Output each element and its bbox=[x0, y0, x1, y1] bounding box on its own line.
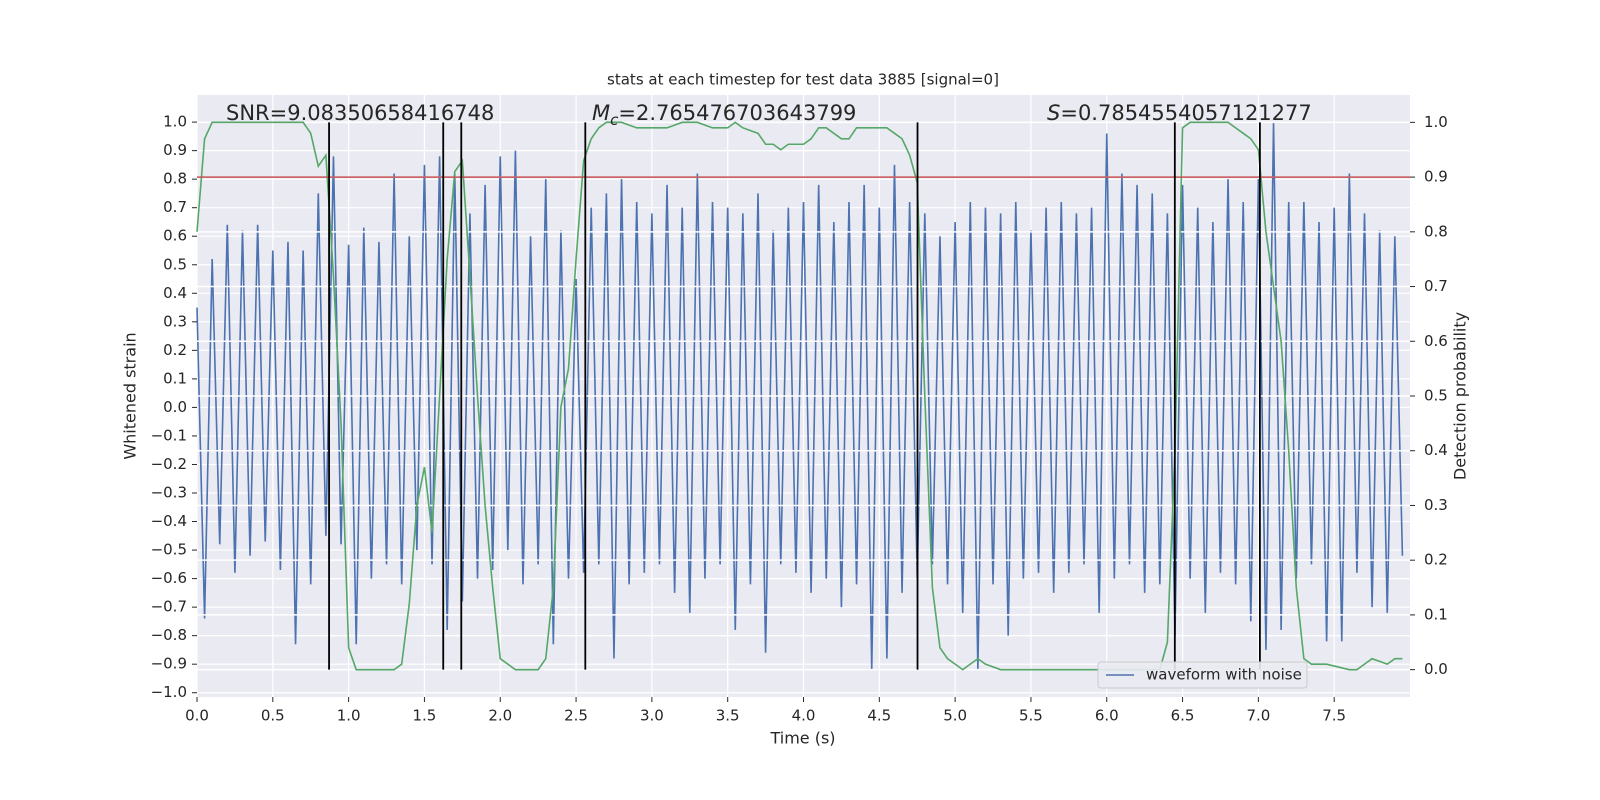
y2-tick-label: 0.0 bbox=[1424, 660, 1448, 678]
y2-tick-label: 0.3 bbox=[1424, 496, 1448, 514]
x-tick-label: 6.0 bbox=[1095, 707, 1119, 725]
x-tick-label: 0.5 bbox=[261, 707, 285, 725]
y-tick-label: 0.8 bbox=[163, 170, 187, 188]
y-tick-label: −0.2 bbox=[151, 455, 187, 473]
y-tick-label: 0.7 bbox=[163, 198, 187, 216]
y-tick-label: 0.3 bbox=[163, 312, 187, 330]
y2-axis-label: Detection probability bbox=[1451, 312, 1470, 480]
x-tick-label: 7.5 bbox=[1322, 707, 1346, 725]
y2-tick-label: 1.0 bbox=[1424, 113, 1448, 131]
x-tick-label: 5.5 bbox=[1019, 707, 1043, 725]
x-tick-label: 2.0 bbox=[488, 707, 512, 725]
series-line bbox=[196, 122, 1404, 670]
y2-tick-label: 0.6 bbox=[1424, 332, 1448, 350]
legend: waveform with noise bbox=[1097, 661, 1308, 689]
y-tick-label: −0.6 bbox=[151, 569, 187, 587]
series-line bbox=[196, 121, 1403, 671]
y-tick-label: 0.2 bbox=[163, 341, 187, 359]
legend-label: waveform with noise bbox=[1146, 666, 1302, 684]
y2-tick-label: 0.4 bbox=[1424, 441, 1448, 459]
y-tick-label: −0.1 bbox=[151, 426, 187, 444]
annotation-symbol: M bbox=[592, 101, 610, 125]
y-tick-label: 0.6 bbox=[163, 227, 187, 245]
annotation-text: =0.7854554057121277 bbox=[1060, 101, 1311, 125]
y2-tick-label: 0.2 bbox=[1424, 551, 1448, 569]
y-tick-label: 0.4 bbox=[163, 284, 187, 302]
x-tick-label: 4.5 bbox=[867, 707, 891, 725]
x-tick-label: 5.0 bbox=[943, 707, 967, 725]
y-tick-label: 0.9 bbox=[163, 141, 187, 159]
y-tick-label: −1.0 bbox=[151, 683, 187, 701]
x-tick-label: 7.0 bbox=[1246, 707, 1270, 725]
annotation-text: =2.765476703643799 bbox=[618, 101, 856, 125]
y2-tick-label: 0.5 bbox=[1424, 387, 1448, 405]
x-tick-label: 1.5 bbox=[413, 707, 437, 725]
overlay-layer bbox=[196, 121, 1410, 671]
y-tick-label: 1.0 bbox=[163, 113, 187, 131]
y-tick-label: −0.9 bbox=[151, 655, 187, 673]
annotation: SNR=9.08350658416748 bbox=[226, 101, 494, 125]
y-tick-label: −0.7 bbox=[151, 598, 187, 616]
y-tick-label: 0.0 bbox=[163, 398, 187, 416]
legend-box bbox=[1097, 661, 1308, 689]
annotation-symbol: S bbox=[1047, 101, 1060, 125]
y-tick-label: −0.5 bbox=[151, 541, 187, 559]
x-tick-label: 2.5 bbox=[564, 707, 588, 725]
y2-tick-label: 0.1 bbox=[1424, 605, 1448, 623]
y-tick-label: −0.8 bbox=[151, 626, 187, 644]
y2-tick-label: 0.9 bbox=[1424, 168, 1448, 186]
x-tick-label: 0.0 bbox=[185, 707, 209, 725]
x-tick-label: 3.5 bbox=[716, 707, 740, 725]
annotation: Mc=2.765476703643799 bbox=[592, 101, 856, 129]
x-tick-label: 3.0 bbox=[640, 707, 664, 725]
y2-tick-label: 0.8 bbox=[1424, 222, 1448, 240]
x-tick-label: 4.0 bbox=[792, 707, 816, 725]
y-tick-label: −0.3 bbox=[151, 484, 187, 502]
x-axis-label: Time (s) bbox=[769, 729, 835, 748]
y-axis-label: Whitened strain bbox=[121, 332, 140, 459]
y2-tick-label: 0.7 bbox=[1424, 277, 1448, 295]
y-tick-label: 0.1 bbox=[163, 369, 187, 387]
y-tick-label: 0.5 bbox=[163, 255, 187, 273]
x-tick-label: 1.0 bbox=[337, 707, 361, 725]
y-tick-label: −0.4 bbox=[151, 512, 187, 530]
waveform-layer bbox=[196, 122, 1404, 670]
annotation-subscript: c bbox=[610, 111, 619, 129]
x-tick-label: 6.5 bbox=[1171, 707, 1195, 725]
chart-title: stats at each timestep for test data 388… bbox=[607, 71, 999, 89]
annotation: S=0.7854554057121277 bbox=[1047, 101, 1312, 125]
